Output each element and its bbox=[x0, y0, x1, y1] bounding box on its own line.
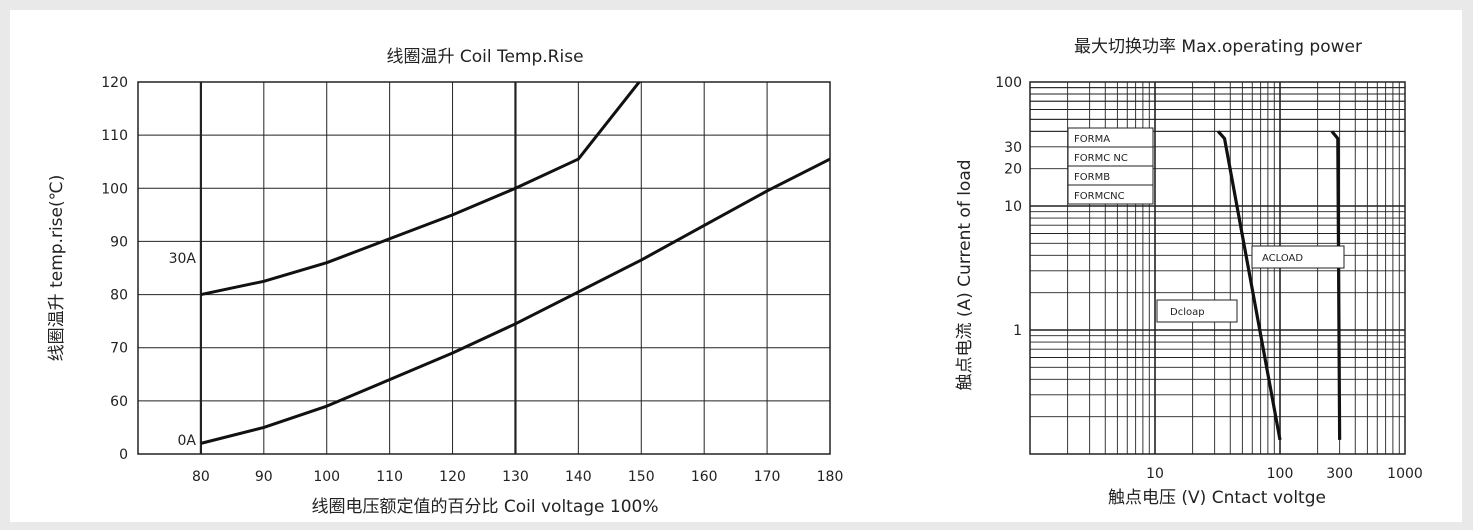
right-y-tick-label: 1 bbox=[1013, 323, 1022, 339]
left-y-tick-label: 110 bbox=[101, 128, 128, 144]
left-x-tick-label: 180 bbox=[817, 469, 844, 485]
left-x-tick-label: 170 bbox=[754, 469, 781, 485]
coil-temp-chart: 线圈温升 Coil Temp.Rise 80 90 100 110 120 130 140 1… bbox=[47, 47, 843, 517]
dc-load-label-box bbox=[1156, 299, 1238, 323]
left-y-tick-label: 60 bbox=[110, 394, 128, 410]
curve-30a bbox=[200, 82, 642, 297]
curve-dc-load bbox=[1216, 130, 1282, 441]
dc-load-label: Dcloap bbox=[1170, 307, 1205, 318]
left-xlabel: 线圈电压额定值的百分比 Coil voltage 100% bbox=[311, 497, 658, 517]
right-tick-labels: 10 100 300 1000 100 30 20 10 1 bbox=[995, 75, 1423, 482]
left-tick-labels: 80 90 100 110 120 130 140 150 160 170 180 0 60 70 80 90… bbox=[101, 75, 843, 485]
left-x-tick-label: 120 bbox=[439, 469, 466, 485]
legend-item: FORMC NC bbox=[1074, 153, 1128, 164]
left-x-tick-label: 100 bbox=[313, 469, 340, 485]
right-curves bbox=[1216, 130, 1342, 441]
left-x-tick-label: 80 bbox=[192, 469, 210, 485]
left-y-tick-label: 120 bbox=[101, 75, 128, 91]
left-y-tick-label: 0 bbox=[119, 447, 128, 463]
right-chart-title: 最大切换功率 Max.operating power bbox=[1074, 37, 1362, 57]
right-y-tick-label: 20 bbox=[1004, 162, 1022, 178]
right-x-tick-label: 1000 bbox=[1387, 466, 1423, 482]
max-operating-power-chart: 最大切换功率 Max.operating power 10 100 300 10001… bbox=[955, 37, 1423, 508]
left-ylabel: 线圈温升 temp.rise(℃) bbox=[47, 175, 67, 362]
legend-item: FORMB bbox=[1074, 172, 1110, 183]
left-x-tick-label: 110 bbox=[376, 469, 403, 485]
left-y-tick-label: 100 bbox=[101, 181, 128, 197]
right-annotations: Dcloap ACLOAD bbox=[1156, 245, 1345, 323]
left-x-tick-label: 140 bbox=[565, 469, 592, 485]
right-plot-frame bbox=[1029, 81, 1406, 455]
left-curve-label-0a: 0A bbox=[178, 433, 197, 449]
legend-item: FORMA bbox=[1074, 134, 1110, 145]
left-y-tick-label: 70 bbox=[110, 341, 128, 357]
ac-load-label: ACLOAD bbox=[1262, 253, 1303, 264]
right-x-tick-label: 100 bbox=[1267, 466, 1294, 482]
legend-item: FORMCNC bbox=[1074, 191, 1125, 202]
left-plot-frame bbox=[137, 81, 831, 455]
right-y-tick-label: 100 bbox=[995, 75, 1022, 91]
left-x-tick-label: 150 bbox=[628, 469, 655, 485]
left-y-tick-label: 90 bbox=[110, 234, 128, 250]
chart-canvas: 线圈温升 Coil Temp.Rise 80 90 100 110 120 130 140 1… bbox=[10, 10, 1462, 522]
left-gridlines bbox=[138, 82, 831, 454]
right-y-tick-label: 10 bbox=[1004, 199, 1022, 215]
right-y-tick-label: 30 bbox=[1004, 140, 1022, 156]
left-chart-title: 线圈温升 Coil Temp.Rise bbox=[386, 47, 583, 67]
left-curves bbox=[200, 82, 830, 445]
ac-load-label-box bbox=[1251, 245, 1345, 269]
right-x-tick-label: 10 bbox=[1146, 466, 1164, 482]
left-x-tick-label: 160 bbox=[691, 469, 718, 485]
curve-0a bbox=[200, 157, 830, 445]
left-y-tick-label: 80 bbox=[110, 288, 128, 304]
right-xlabel: 触点电压 (V) Cntact voltge bbox=[1108, 488, 1326, 508]
right-ylabel: 触点电流 (A) Current of load bbox=[955, 159, 975, 390]
left-curve-label-30a: 30A bbox=[169, 251, 197, 267]
left-x-tick-label: 90 bbox=[255, 469, 273, 485]
right-legend: FORMA FORMC NC FORMB FORMCNC bbox=[1067, 127, 1154, 205]
left-x-tick-label: 130 bbox=[502, 469, 529, 485]
right-x-tick-label: 300 bbox=[1326, 466, 1353, 482]
curve-ac-load bbox=[1330, 130, 1342, 440]
